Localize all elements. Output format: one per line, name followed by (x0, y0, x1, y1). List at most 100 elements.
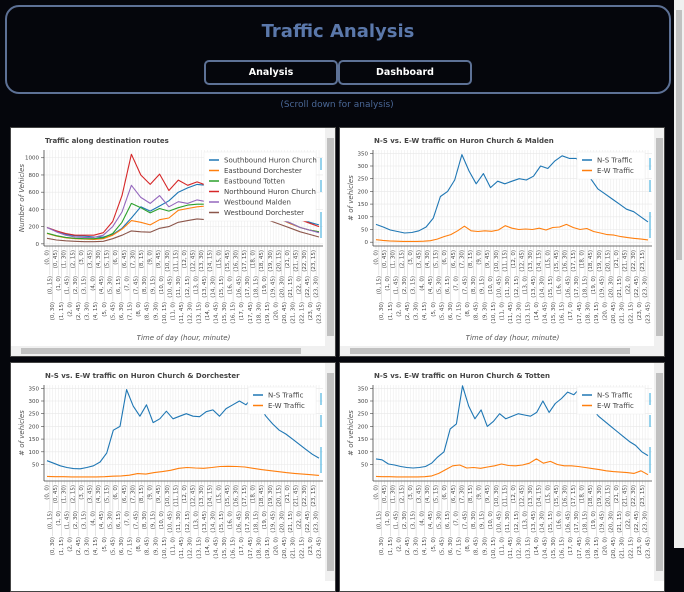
x-tick-label: (10, 45) (168, 511, 174, 533)
x-tick-label: (8, 15) (468, 250, 474, 268)
legend-label: Southbound Huron Church (224, 157, 317, 165)
x-tick-label: (15, 45) (554, 250, 560, 272)
x-tick-label: (9, 0) (148, 485, 154, 500)
x-tick-label: (2, 15) (399, 485, 405, 503)
y-tick-label: 150 (358, 202, 369, 208)
x-tick-label: (18, 0) (251, 485, 257, 503)
y-axis-label: # of vehicles (18, 410, 26, 456)
x-tick-label: (6, 15) (116, 276, 122, 294)
series-line-e-w-traffic (375, 458, 649, 478)
x-tick-label: (18, 15) (254, 276, 260, 298)
panel-vertical-scrollbar[interactable] (325, 363, 335, 581)
x-tick-label: (13, 45) (531, 276, 537, 298)
x-tick-label: (4, 15) (93, 302, 99, 320)
x-tick-label: (7, 15) (457, 537, 463, 555)
scroll-hint: (Scroll down for analysis) (280, 100, 394, 110)
x-tick-label: (9, 15) (150, 276, 156, 294)
x-tick-label: (7, 45) (133, 276, 139, 294)
x-tick-label: (1, 0) (56, 511, 62, 526)
x-tick-label: (8, 45) (145, 302, 151, 320)
legend-label: Westbound Dorchester (224, 209, 304, 217)
analysis-button[interactable]: Analysis (204, 60, 338, 85)
x-tick-label: (5, 30) (107, 276, 113, 294)
x-tick-label: (8, 45) (474, 302, 480, 320)
x-tick-label: (2, 45) (405, 537, 411, 555)
x-tick-label: (19, 0) (591, 276, 597, 294)
x-tick-label: (15, 45) (225, 485, 231, 507)
panel-vertical-scrollbar[interactable] (325, 128, 335, 346)
panel-horizontal-scrollbar[interactable] (340, 346, 664, 356)
x-tick-label: (11, 15) (502, 485, 508, 507)
x-tick-label: (15, 15) (219, 276, 225, 298)
page-scrollbar[interactable] (674, 0, 684, 548)
x-tick-label: (6, 0) (442, 250, 448, 265)
panel-vertical-scrollbar[interactable] (654, 363, 664, 581)
x-tick-label: (18, 15) (254, 511, 260, 533)
chart-panel-routes: (0, 0) (0, 15) (0, 30) (0, 45) (1, 0) (1, 15)… (10, 127, 336, 357)
x-tick-label: (17, 45) (248, 302, 254, 324)
x-tick-label: (16, 15) (560, 302, 566, 324)
legend-label: E-W Traffic (268, 402, 305, 410)
x-tick-label: (0, 0) (374, 250, 380, 265)
x-tick-label: (2, 0) (396, 302, 402, 317)
x-tick-label: (18, 30) (585, 302, 591, 324)
x-tick-label: (8, 45) (145, 537, 151, 555)
x-tick-label: (1, 15) (388, 537, 394, 555)
x-tick-label: (20, 30) (279, 511, 285, 533)
x-tick-label: (19, 0) (591, 511, 597, 529)
x-tick-label: (14, 0) (205, 537, 211, 555)
x-tick-label: (8, 0) (465, 302, 471, 317)
x-tick-label: (3, 15) (82, 276, 88, 294)
x-tick-label: (10, 45) (168, 276, 174, 298)
x-tick-label: (4, 0) (419, 511, 425, 526)
x-tick-label: (1, 30) (391, 250, 397, 268)
x-tick-label: (10, 45) (497, 511, 503, 533)
x-tick-label: (1, 15) (59, 302, 65, 320)
x-tick-label: (17, 30) (245, 511, 251, 533)
y-tick-label: 200 (358, 189, 369, 195)
x-tick-label: (10, 15) (162, 302, 168, 324)
chart-title: N-S vs. E-W traffic on Huron Church & To… (374, 372, 550, 380)
x-tick-label: (1, 30) (62, 250, 68, 268)
x-tick-label: (14, 30) (540, 511, 546, 533)
chart-routes: (0, 0) (0, 15) (0, 30) (0, 45) (1, 0) (1, 15)… (18, 137, 323, 342)
x-tick-label: (16, 15) (231, 302, 237, 324)
x-tick-label: (0, 15) (47, 276, 53, 294)
x-tick-label: (8, 0) (136, 302, 142, 317)
panel-horizontal-scrollbar[interactable] (11, 346, 335, 356)
x-tick-label: (9, 15) (479, 276, 485, 294)
x-tick-label: (12, 0) (511, 250, 517, 268)
x-tick-label: (12, 0) (182, 250, 188, 268)
x-tick-label: (22, 45) (305, 511, 311, 533)
x-tick-label: (16, 45) (236, 276, 242, 298)
x-tick-label: (20, 30) (608, 276, 614, 298)
x-tick-label: (11, 0) (499, 537, 505, 555)
x-tick-label: (23, 45) (646, 302, 652, 324)
x-tick-label: (22, 45) (634, 511, 640, 533)
x-tick-label: (11, 45) (508, 302, 514, 324)
panel-vertical-scrollbar[interactable] (654, 128, 664, 346)
x-tick-label: (1, 0) (56, 276, 62, 291)
x-tick-label: (4, 45) (99, 276, 105, 294)
series-line-n-s-traffic (375, 385, 649, 469)
x-tick-label: (12, 15) (514, 511, 520, 533)
x-tick-label: (8, 30) (142, 276, 148, 294)
x-tick-label: (12, 45) (520, 250, 526, 272)
x-tick-label: (0, 0) (45, 250, 51, 265)
x-tick-label: (13, 0) (522, 276, 528, 294)
x-tick-label: (3, 15) (82, 511, 88, 529)
y-tick-label: 150 (358, 437, 369, 443)
x-tick-label: (9, 30) (153, 537, 159, 555)
x-tick-label: (13, 30) (199, 250, 205, 272)
x-tick-label: (5, 45) (439, 537, 445, 555)
dashboard-button[interactable]: Dashboard (338, 60, 472, 85)
x-tick-label: (2, 0) (396, 537, 402, 552)
page-scrollbar-thumb[interactable] (676, 10, 682, 260)
x-tick-label: (14, 30) (211, 511, 217, 533)
x-tick-label: (21, 15) (617, 276, 623, 298)
x-tick-label: (9, 30) (482, 302, 488, 320)
x-tick-label: (3, 30) (414, 537, 420, 555)
x-tick-label: (20, 0) (274, 537, 280, 555)
x-tick-label: (20, 0) (603, 302, 609, 320)
x-tick-label: (16, 45) (565, 276, 571, 298)
